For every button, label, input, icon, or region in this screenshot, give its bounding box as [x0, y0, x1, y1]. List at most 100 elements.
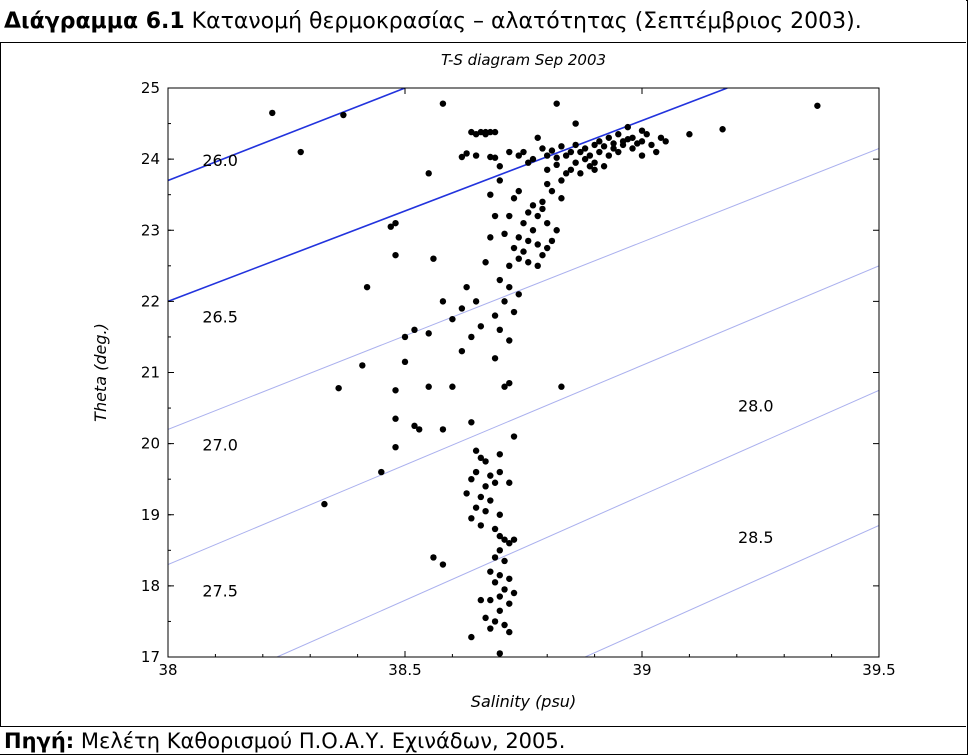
data-point	[425, 330, 432, 337]
data-point	[401, 333, 409, 341]
isopycnal-label: 27.5	[202, 582, 238, 601]
isopycnal-label: 28.5	[738, 528, 774, 547]
data-point	[482, 507, 489, 515]
data-point	[501, 298, 508, 305]
data-point	[335, 384, 342, 392]
y-tick-label: 17	[141, 648, 160, 666]
data-point	[468, 515, 475, 522]
isopycnal-label: 27.0	[202, 436, 238, 455]
data-point	[392, 415, 399, 422]
data-point	[506, 283, 513, 291]
data-point	[496, 607, 503, 614]
data-point	[520, 148, 527, 156]
data-point	[529, 202, 537, 209]
data-point	[491, 154, 499, 161]
data-point	[506, 540, 513, 547]
data-point	[477, 596, 485, 604]
plot-frame	[167, 87, 880, 658]
data-point	[562, 152, 570, 159]
x-axis-label: Salinity (psu)	[471, 692, 576, 711]
data-point	[449, 315, 456, 323]
data-point	[439, 561, 447, 568]
data-point	[600, 143, 608, 150]
data-point	[719, 126, 726, 133]
data-point	[572, 159, 579, 166]
data-point	[657, 134, 665, 141]
data-point	[653, 148, 660, 156]
data-point	[463, 283, 470, 291]
y-tick-label: 18	[141, 577, 160, 595]
data-point	[496, 547, 503, 554]
data-point	[544, 219, 551, 227]
data-point	[686, 131, 693, 138]
data-point	[615, 148, 622, 156]
isopycnal-line	[168, 88, 728, 303]
data-point	[487, 191, 494, 198]
data-point	[491, 355, 499, 362]
data-point	[624, 123, 631, 131]
data-point	[411, 326, 418, 334]
data-point	[487, 234, 494, 241]
data-point	[577, 170, 584, 177]
data-point	[340, 111, 347, 119]
data-point	[491, 312, 499, 319]
data-point	[610, 145, 617, 152]
data-point	[591, 159, 598, 166]
data-point	[501, 621, 508, 629]
data-point	[662, 138, 669, 145]
data-point	[491, 579, 499, 586]
data-point	[468, 419, 475, 426]
data-point	[491, 128, 499, 136]
data-point	[496, 650, 503, 657]
data-point	[586, 163, 594, 170]
data-point	[534, 212, 541, 220]
isopycnal-label: 26.5	[202, 308, 238, 327]
data-point	[572, 141, 579, 149]
data-point	[378, 468, 385, 476]
data-point	[501, 557, 508, 565]
data-point	[534, 241, 541, 248]
data-point	[525, 209, 532, 216]
figure-source: Πηγή: Μελέτη Καθορισμού Π.Ο.Α.Υ. Εχινάδω…	[0, 726, 966, 754]
data-point	[510, 433, 518, 440]
data-point	[548, 237, 556, 245]
x-tick-label: 38.5	[388, 661, 421, 679]
data-point	[496, 177, 503, 184]
data-point	[496, 468, 503, 476]
data-point	[553, 227, 560, 234]
data-point	[491, 618, 499, 625]
data-point	[558, 177, 565, 184]
data-point	[544, 166, 551, 173]
data-point	[496, 572, 503, 579]
data-point	[581, 145, 589, 152]
data-point	[297, 148, 304, 156]
source-body: Μελέτη Καθορισμού Π.Ο.Α.Υ. Εχινάδων, 200…	[74, 729, 566, 753]
x-tick-label: 39	[632, 661, 651, 679]
data-point	[411, 422, 418, 430]
data-point	[472, 131, 480, 138]
data-point	[387, 223, 394, 230]
data-point	[491, 525, 499, 533]
x-tick-label: 38	[158, 661, 177, 679]
data-point	[491, 212, 499, 220]
data-point	[482, 131, 489, 138]
data-point	[548, 147, 556, 154]
data-point	[401, 358, 409, 366]
data-point	[439, 298, 447, 305]
data-point	[506, 379, 513, 387]
data-point	[477, 323, 485, 330]
data-point	[487, 625, 494, 632]
data-point	[506, 600, 513, 607]
data-point	[392, 443, 399, 451]
figure-caption: Διάγραμμα 6.1 Κατανομή θερμοκρασίας – αλ…	[0, 0, 966, 43]
data-point	[638, 138, 646, 145]
source-label: Πηγή:	[4, 729, 75, 753]
data-point	[269, 109, 276, 117]
data-point	[539, 145, 546, 152]
x-tick-label: 39.5	[862, 661, 895, 679]
y-tick-label: 23	[141, 221, 160, 239]
data-point	[487, 596, 494, 604]
y-tick-label: 21	[141, 364, 160, 382]
data-point	[558, 383, 565, 390]
data-point	[501, 383, 508, 390]
